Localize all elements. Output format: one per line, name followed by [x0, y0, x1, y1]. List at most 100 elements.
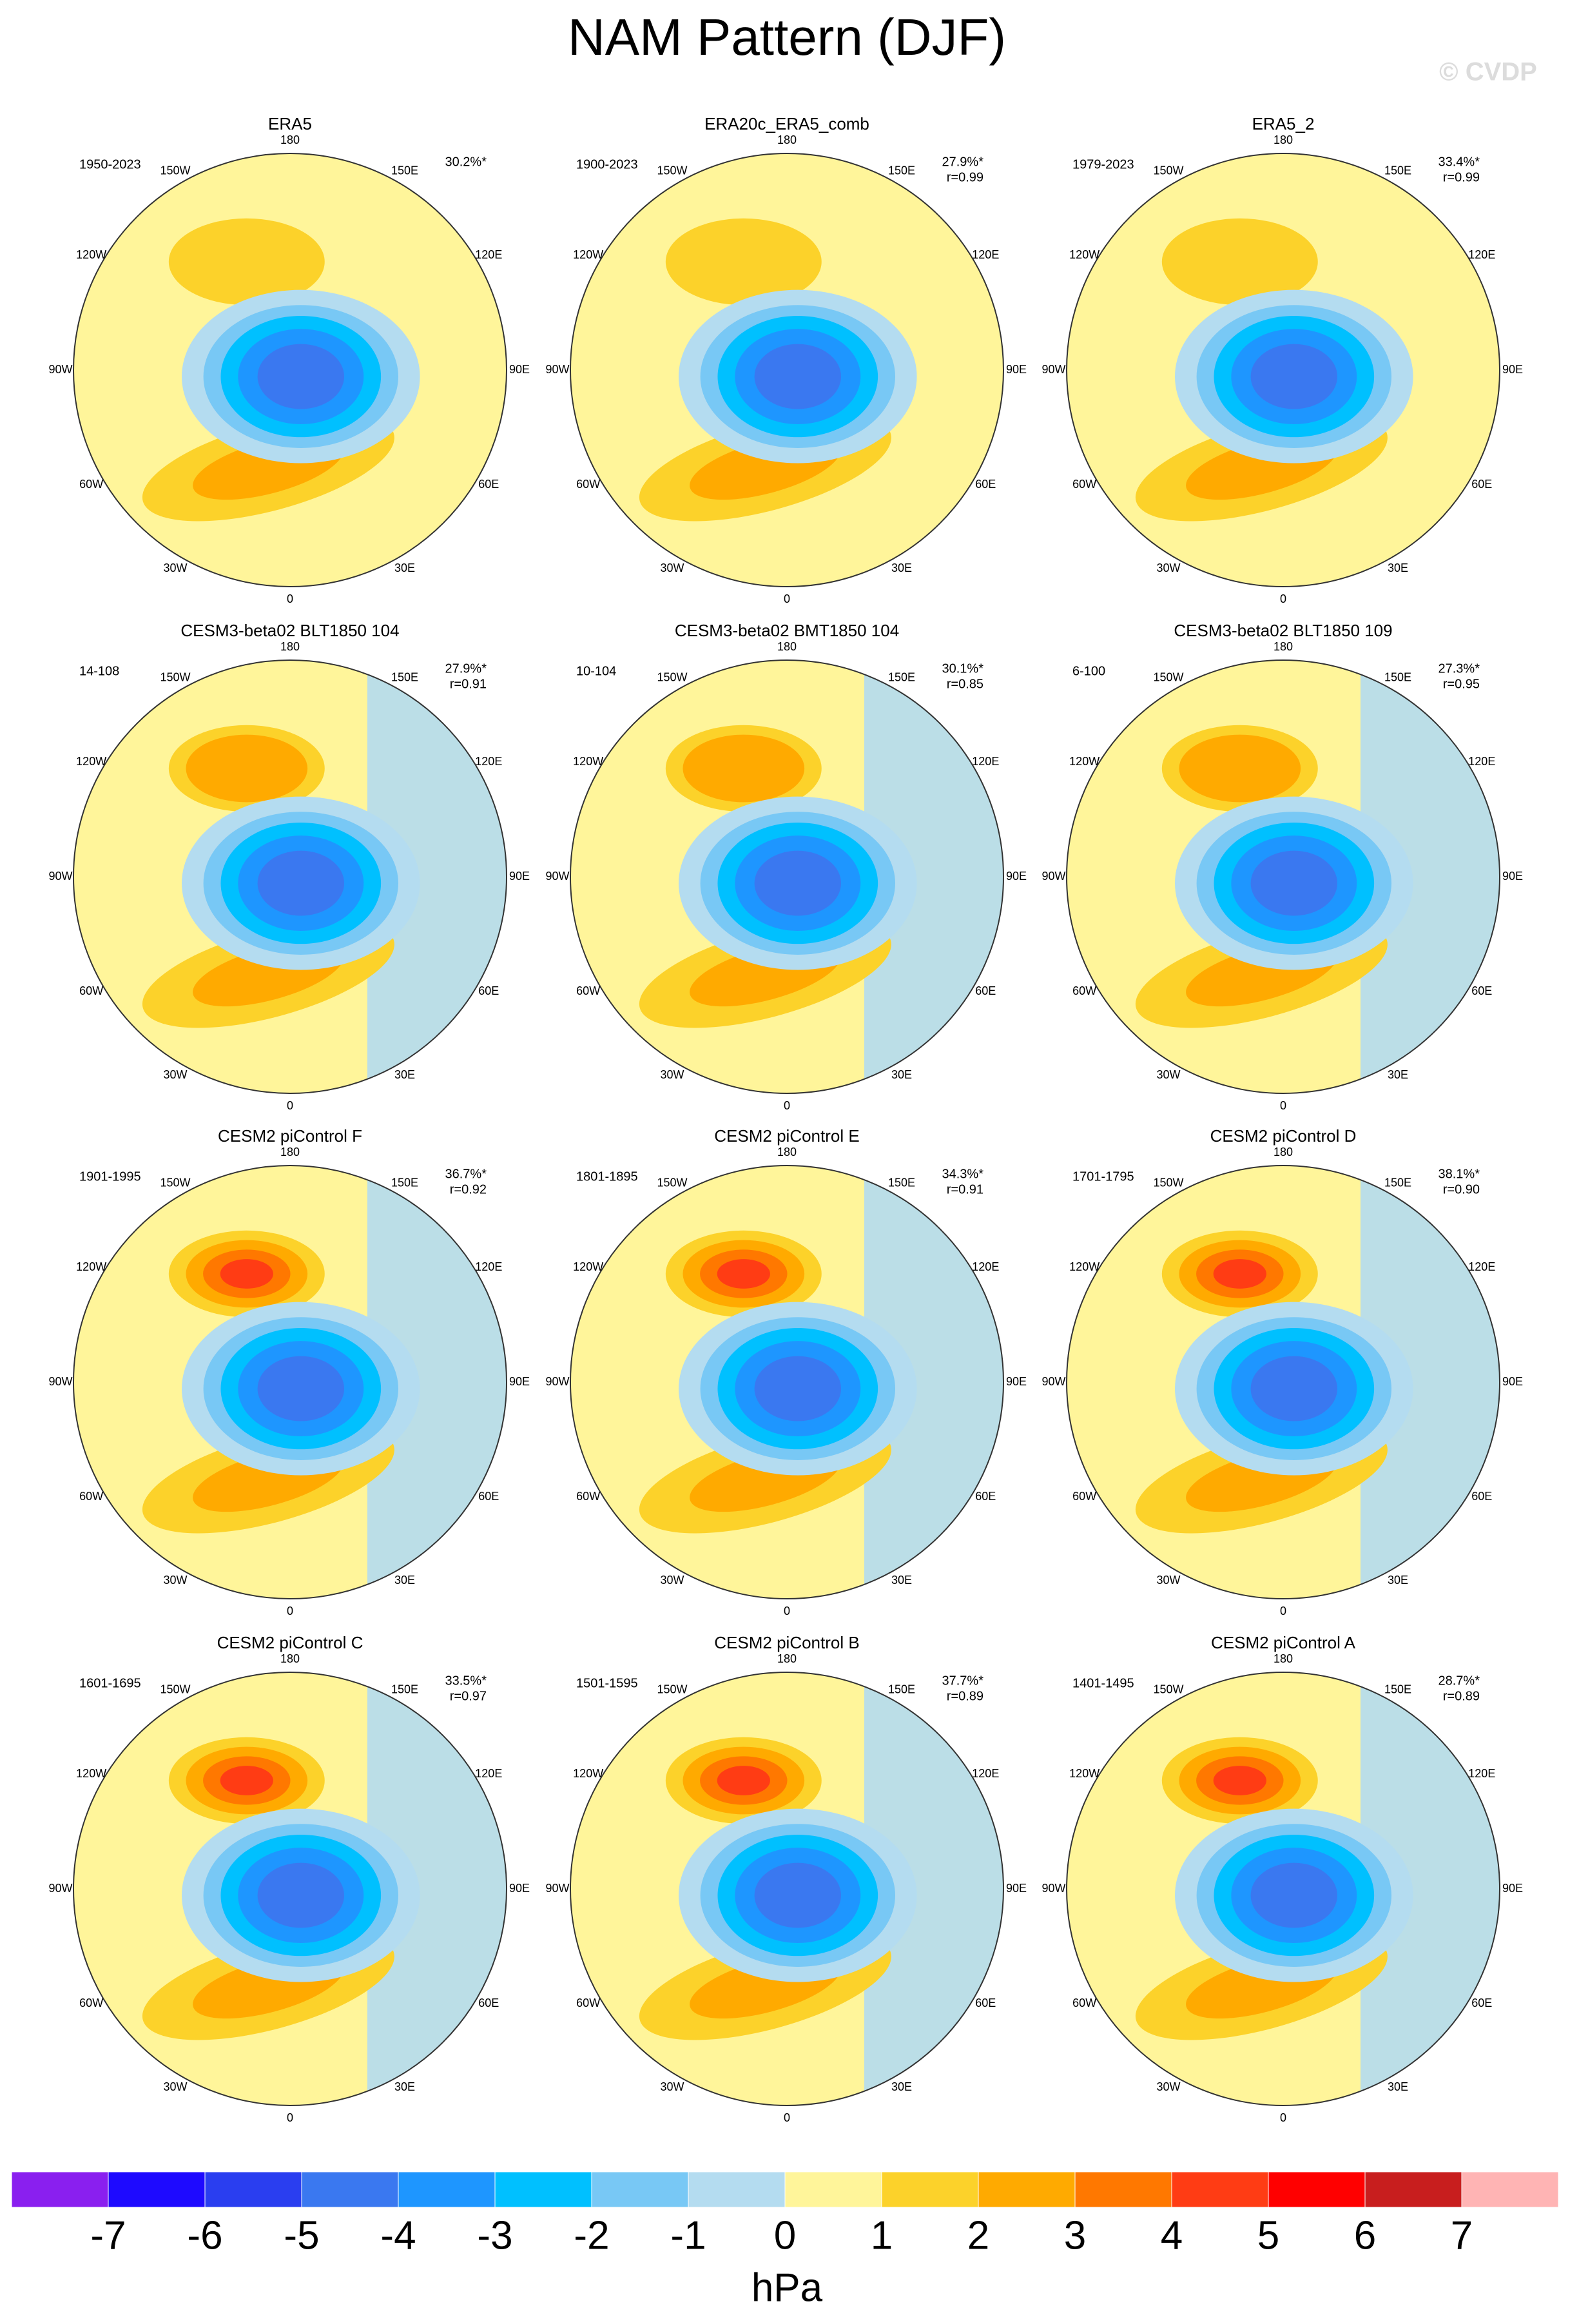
map-border — [1066, 153, 1500, 587]
longitude-label: 90W — [48, 1375, 72, 1388]
longitude-label: 30W — [660, 2080, 684, 2093]
longitude-label: 120E — [972, 755, 999, 768]
longitude-label: 30W — [163, 2080, 187, 2093]
map-border — [1066, 1165, 1500, 1599]
longitude-label: 90W — [545, 1375, 569, 1388]
panel-correlation: r=0.89 — [947, 1689, 983, 1703]
longitude-label: 90E — [509, 870, 530, 883]
pacific-anomaly — [220, 1259, 273, 1289]
map-border — [73, 153, 507, 587]
longitude-label: 60E — [478, 1490, 499, 1503]
longitude-label: 90E — [1502, 870, 1523, 883]
pacific-anomaly — [683, 734, 805, 803]
longitude-label: 120E — [1468, 755, 1495, 768]
longitude-label: 0 — [784, 1099, 790, 1112]
longitude-label: 90W — [48, 363, 72, 376]
map-border — [1066, 1672, 1500, 2106]
longitude-label: 60E — [1471, 1997, 1492, 2009]
longitude-label: 120E — [1468, 1767, 1495, 1780]
longitude-label: 60E — [1471, 478, 1492, 491]
colorbar-tick-label: 4 — [1161, 2213, 1183, 2258]
longitude-label: 30E — [394, 1574, 415, 1587]
longitude-label: 90E — [1006, 870, 1027, 883]
longitude-label: 150W — [1153, 1683, 1183, 1695]
longitude-label: 90W — [1041, 363, 1065, 376]
arctic-anomaly — [1250, 1862, 1337, 1928]
longitude-label: 30W — [163, 1574, 187, 1587]
longitude-label: 90W — [545, 870, 569, 883]
arctic-anomaly — [754, 1356, 842, 1421]
panel-title: CESM2 piControl E — [714, 1126, 859, 1146]
colorbar-tick-label: 6 — [1354, 2213, 1376, 2258]
longitude-label: 90E — [1006, 1375, 1027, 1388]
longitude-label: 180 — [280, 1652, 300, 1665]
pacific-anomaly — [168, 218, 325, 306]
longitude-label: 120W — [76, 1767, 106, 1780]
longitude-label: 90W — [48, 1882, 72, 1895]
longitude-label: 150E — [391, 670, 418, 683]
colorbar-box — [1171, 2171, 1269, 2208]
longitude-label: 30E — [891, 2080, 912, 2093]
colorbar-tick-label: -7 — [90, 2213, 126, 2258]
longitude-label: 120W — [1069, 1767, 1099, 1780]
panel-variance: 34.3%* — [942, 1167, 984, 1181]
longitude-label: 120E — [1468, 1260, 1495, 1273]
longitude-label: 120E — [972, 1260, 999, 1273]
panel-title: CESM3-beta02 BMT1850 104 — [675, 621, 899, 640]
longitude-label: 150W — [1153, 164, 1183, 177]
longitude-label: 120E — [475, 1260, 502, 1273]
longitude-label: 90W — [48, 870, 72, 883]
longitude-label: 60E — [478, 1997, 499, 2009]
panel-variance: 33.5%* — [445, 1674, 487, 1688]
longitude-label: 180 — [1274, 1652, 1293, 1665]
panel-correlation: r=0.97 — [450, 1689, 487, 1703]
longitude-label: 120W — [1069, 755, 1099, 768]
longitude-label: 0 — [1280, 592, 1286, 605]
longitude-label: 120W — [1069, 1260, 1099, 1273]
longitude-label: 90E — [509, 1375, 530, 1388]
colorbar-box — [881, 2171, 979, 2208]
longitude-label: 30W — [1156, 1068, 1180, 1081]
panel-correlation: r=0.99 — [1443, 170, 1480, 184]
longitude-label: 90E — [1006, 1882, 1027, 1895]
colorbar-tick-label: 5 — [1257, 2213, 1279, 2258]
longitude-label: 120W — [573, 755, 603, 768]
longitude-label: 120W — [76, 1260, 106, 1273]
longitude-label: 0 — [784, 1605, 790, 1617]
longitude-label: 90W — [545, 1882, 569, 1895]
pacific-anomaly — [717, 1259, 770, 1289]
arctic-anomaly — [754, 344, 842, 409]
panel-period: 1701-1795 — [1072, 1169, 1134, 1184]
longitude-label: 0 — [784, 592, 790, 605]
panel-variance: 37.7%* — [942, 1674, 984, 1688]
longitude-label: 90E — [509, 363, 530, 376]
map — [570, 153, 1003, 587]
map — [1067, 660, 1500, 1093]
longitude-label: 60E — [975, 478, 996, 491]
longitude-label: 60W — [576, 1490, 600, 1503]
longitude-label: 30W — [1156, 1574, 1180, 1587]
longitude-label: 30W — [1156, 561, 1180, 574]
longitude-label: 120W — [573, 248, 603, 261]
panel-title: CESM2 piControl A — [1211, 1633, 1356, 1652]
longitude-label: 120E — [475, 1767, 502, 1780]
colorbar-box — [398, 2171, 496, 2208]
colorbar-box — [784, 2171, 882, 2208]
longitude-label: 150W — [160, 1683, 190, 1695]
map-border — [570, 659, 1004, 1094]
longitude-label: 60E — [975, 1997, 996, 2009]
longitude-label: 180 — [777, 1146, 797, 1158]
colorbar-box — [1364, 2171, 1462, 2208]
arctic-anomaly — [1250, 1356, 1337, 1421]
map — [73, 660, 507, 1093]
panel-title: ERA20c_ERA5_comb — [704, 114, 869, 133]
colorbar-box — [688, 2171, 786, 2208]
arctic-anomaly — [754, 1862, 842, 1928]
panel-correlation: r=0.85 — [947, 677, 983, 691]
map-border — [73, 659, 507, 1094]
colorbar-tick-label: 2 — [967, 2213, 989, 2258]
panel-period: 14-108 — [79, 664, 119, 678]
map — [73, 1166, 507, 1599]
longitude-label: 150E — [888, 1176, 915, 1189]
arctic-anomaly — [257, 1862, 344, 1928]
